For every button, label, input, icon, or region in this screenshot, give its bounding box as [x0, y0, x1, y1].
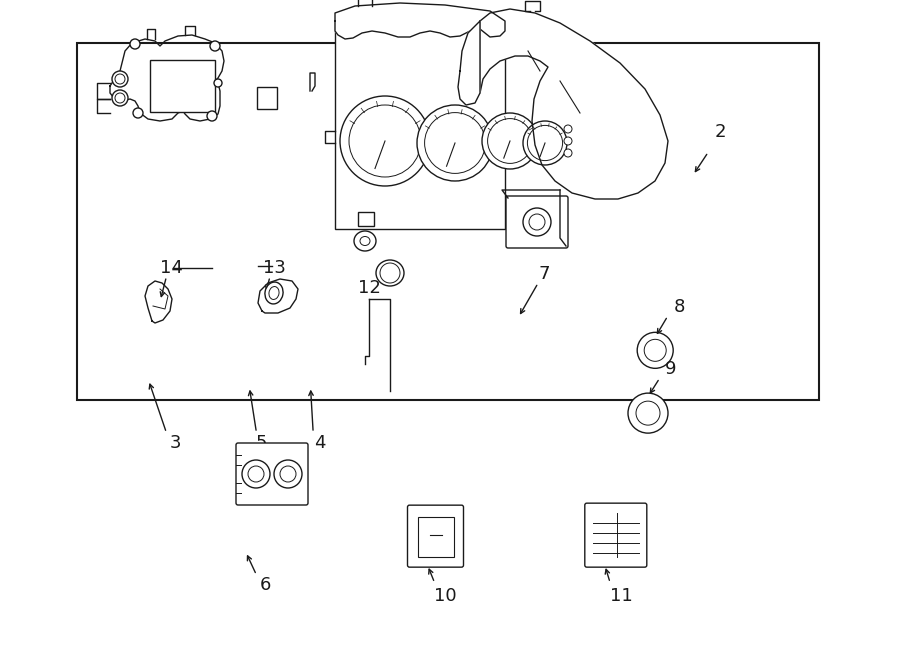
Circle shape	[112, 71, 128, 87]
Text: 6: 6	[260, 576, 271, 594]
Polygon shape	[335, 3, 505, 39]
Circle shape	[636, 401, 660, 425]
Text: 14: 14	[159, 258, 183, 277]
Bar	[358, 212, 374, 226]
Bar	[76, 43, 819, 400]
Circle shape	[115, 93, 125, 103]
Polygon shape	[145, 281, 172, 323]
Text: 12: 12	[357, 278, 381, 297]
FancyBboxPatch shape	[585, 503, 647, 567]
Ellipse shape	[269, 286, 279, 299]
Circle shape	[280, 466, 296, 482]
Text: 9: 9	[665, 360, 676, 378]
Polygon shape	[258, 279, 298, 313]
Circle shape	[349, 105, 421, 177]
Text: 3: 3	[170, 434, 181, 452]
Circle shape	[488, 118, 533, 163]
Circle shape	[425, 112, 485, 173]
Circle shape	[564, 137, 572, 145]
Circle shape	[417, 105, 493, 181]
Text: 7: 7	[539, 265, 550, 284]
Ellipse shape	[360, 237, 370, 245]
Polygon shape	[458, 21, 480, 105]
Text: 13: 13	[263, 258, 286, 277]
Circle shape	[564, 149, 572, 157]
FancyBboxPatch shape	[408, 505, 464, 567]
Polygon shape	[480, 9, 668, 199]
Ellipse shape	[265, 282, 284, 304]
Bar	[335, 19, 505, 229]
Circle shape	[380, 263, 400, 283]
Text: 8: 8	[674, 298, 685, 317]
Text: 10: 10	[434, 587, 457, 605]
Circle shape	[214, 79, 222, 87]
Circle shape	[242, 460, 270, 488]
Circle shape	[130, 39, 140, 49]
FancyBboxPatch shape	[236, 443, 308, 505]
Circle shape	[527, 126, 562, 161]
Text: 5: 5	[256, 434, 266, 452]
Ellipse shape	[376, 260, 404, 286]
Circle shape	[529, 214, 545, 230]
Text: 2: 2	[715, 123, 725, 141]
Circle shape	[628, 393, 668, 433]
Text: 1: 1	[441, 14, 454, 32]
Circle shape	[112, 90, 128, 106]
Circle shape	[248, 466, 264, 482]
FancyBboxPatch shape	[506, 196, 568, 248]
Circle shape	[207, 111, 217, 121]
Bar	[257, 87, 277, 109]
Circle shape	[133, 108, 143, 118]
Circle shape	[564, 125, 572, 133]
Circle shape	[523, 121, 567, 165]
Circle shape	[340, 96, 430, 186]
Circle shape	[115, 74, 125, 84]
Ellipse shape	[354, 231, 376, 251]
Circle shape	[637, 332, 673, 368]
Circle shape	[274, 460, 302, 488]
Circle shape	[482, 113, 538, 169]
Circle shape	[523, 208, 551, 236]
Bar	[150, 60, 215, 112]
Text: 4: 4	[314, 434, 325, 452]
Circle shape	[644, 339, 666, 362]
Bar	[418, 517, 454, 557]
Circle shape	[210, 41, 220, 51]
Text: 11: 11	[609, 587, 633, 605]
